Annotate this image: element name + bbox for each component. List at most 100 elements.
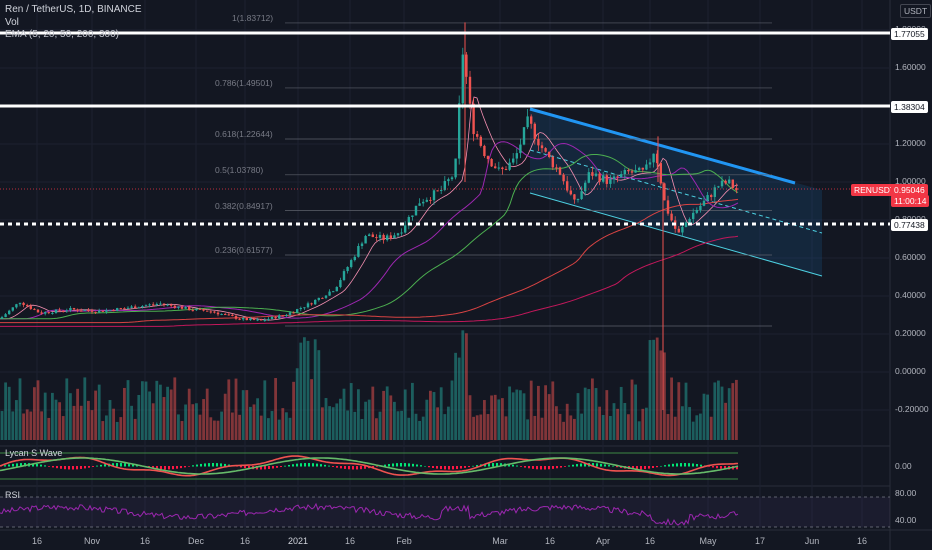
volume-bar — [720, 386, 724, 440]
candle-body — [612, 176, 616, 180]
lycan-histogram-bar — [576, 464, 578, 467]
lycan-histogram-bar — [12, 463, 14, 467]
candle-body — [47, 312, 50, 314]
candle-body — [594, 173, 598, 176]
volume-bar — [90, 410, 94, 440]
lycan-histogram-bar — [420, 465, 422, 467]
volume-bar — [321, 407, 324, 440]
candle-body — [281, 315, 284, 317]
fib-label: 0.786(1.49501) — [215, 77, 273, 88]
candle-body — [335, 287, 338, 292]
candle-body — [188, 307, 191, 311]
volume-bar — [292, 381, 295, 440]
lycan-histogram-bar — [604, 464, 606, 467]
volume-bar — [177, 414, 180, 440]
candle-body — [418, 203, 421, 206]
volume-bar — [65, 378, 69, 440]
candle-body — [342, 271, 346, 281]
lycan-histogram-bar — [276, 466, 278, 468]
lycan-histogram-bar — [608, 465, 610, 467]
price-label: -0.20000 — [895, 404, 929, 414]
candle-body — [4, 314, 7, 318]
candle-body — [274, 316, 277, 319]
time-label: 16 — [856, 536, 868, 546]
candle-body — [602, 175, 605, 182]
candle-body — [346, 267, 349, 272]
rsi-title[interactable]: RSI — [5, 490, 21, 500]
candle-body — [378, 234, 382, 238]
volume-bar — [216, 420, 220, 440]
candle-body — [425, 199, 428, 202]
volume-bar — [137, 394, 141, 440]
volume-bar — [249, 406, 252, 440]
candle-body — [245, 317, 248, 321]
lycan-histogram-bar — [184, 466, 186, 468]
lycan-histogram-bar — [424, 465, 426, 467]
volume-bar — [54, 399, 58, 440]
lycan-axis-label: 0.00 — [895, 461, 912, 471]
candle-body — [339, 280, 342, 288]
lycan-histogram-bar — [208, 463, 210, 467]
lycan-histogram-bar — [176, 466, 178, 469]
volume-bar — [97, 384, 101, 440]
fib-label: 0.382(0.84917) — [215, 200, 273, 211]
ema-indicator-label[interactable]: EMA (5, 20, 50, 200, 300) — [5, 29, 119, 40]
candle-body — [332, 291, 335, 293]
candle-body — [724, 180, 727, 184]
lycan-histogram-bar — [196, 464, 198, 467]
currency-badge[interactable]: USDT — [900, 4, 932, 18]
volume-indicator-label[interactable]: Vol — [5, 17, 19, 28]
candle-body — [422, 201, 425, 204]
lycan-histogram-bar — [36, 463, 38, 467]
lycan-histogram-bar — [548, 466, 550, 470]
candle-body — [648, 162, 652, 165]
lycan-histogram-bar — [84, 466, 86, 469]
candle-body — [411, 215, 414, 217]
lycan-histogram-bar — [544, 466, 546, 470]
candle-body — [216, 312, 220, 315]
volume-bar — [349, 383, 353, 440]
volume-bar — [537, 385, 540, 440]
lycan-histogram-bar — [716, 466, 718, 469]
volume-bar — [43, 392, 47, 440]
candle-body — [702, 200, 706, 206]
volume-bar — [184, 404, 187, 440]
volume-bar — [191, 404, 195, 440]
lycan-histogram-bar — [508, 464, 510, 467]
time-label: 16 — [239, 536, 251, 546]
candle-body — [443, 181, 446, 190]
time-label: Nov — [83, 536, 101, 546]
lycan-histogram-bar — [476, 465, 478, 467]
candle-body — [526, 116, 529, 128]
volume-bar — [195, 403, 198, 440]
volume-bar — [555, 406, 558, 440]
lycan-histogram-bar — [696, 464, 698, 467]
lycan-histogram-bar — [404, 463, 406, 467]
volume-bar — [594, 388, 598, 440]
lycan-histogram-bar — [52, 466, 54, 468]
lycan-histogram-bar — [328, 465, 330, 467]
lycan-histogram-bar — [360, 466, 362, 470]
candle-body — [40, 312, 43, 314]
candle-body — [447, 179, 450, 182]
symbol-title[interactable]: Ren / TetherUS, 1D, BINANCE — [5, 4, 142, 15]
volume-bar — [529, 380, 533, 440]
lycan-histogram-bar — [648, 466, 650, 469]
volume-bar — [339, 398, 342, 440]
volume-bar — [472, 416, 475, 440]
lycan-histogram-bar — [560, 466, 562, 468]
volume-bar — [666, 414, 670, 440]
volume-bar — [234, 378, 238, 440]
lycan-histogram-bar — [96, 465, 98, 467]
time-label: 17 — [754, 536, 766, 546]
lycan-wave-title[interactable]: Lycan S Wave — [5, 448, 63, 458]
volume-bar — [277, 419, 281, 440]
candle-body — [321, 297, 324, 299]
lycan-histogram-bar — [72, 466, 74, 470]
lycan-histogram-bar — [440, 466, 442, 470]
horizontal-levels — [0, 31, 890, 226]
price-label: 0.00000 — [895, 366, 926, 376]
candle-body — [83, 309, 86, 311]
candle-body — [393, 235, 396, 239]
